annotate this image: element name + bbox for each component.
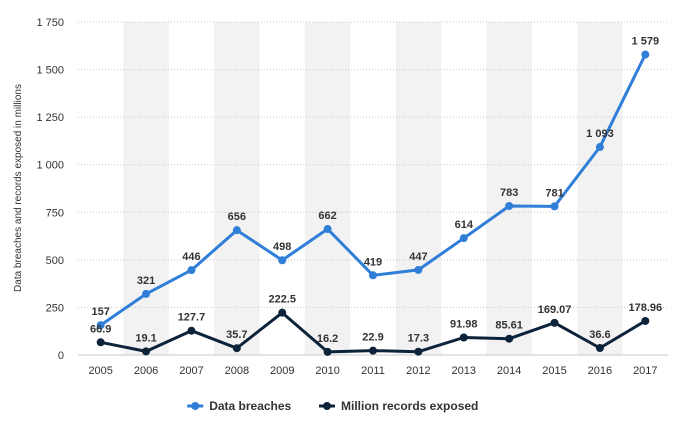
x-tick-label: 2014 [497, 365, 521, 377]
data-point[interactable] [142, 347, 151, 356]
data-point[interactable] [96, 321, 105, 330]
data-label: 127.7 [178, 312, 206, 324]
data-point[interactable] [278, 256, 287, 265]
data-label: 662 [318, 210, 336, 222]
data-point[interactable] [595, 143, 604, 152]
data-point[interactable] [595, 344, 604, 353]
data-point[interactable] [187, 266, 196, 275]
data-point[interactable] [187, 326, 196, 335]
data-point[interactable] [323, 225, 332, 234]
column-band [486, 22, 532, 355]
data-label: 419 [364, 256, 382, 268]
data-point[interactable] [369, 271, 377, 280]
y-tick-label: 250 [46, 302, 64, 314]
x-tick-label: 2009 [270, 365, 294, 377]
series-group [96, 50, 650, 356]
data-point[interactable] [459, 333, 468, 342]
y-tick-label: 1 250 [36, 112, 64, 124]
column-band [395, 22, 442, 355]
y-tick-label: 1 500 [36, 65, 64, 77]
data-label: 321 [137, 275, 155, 287]
legend-item-label[interactable]: Data breaches [209, 399, 291, 413]
data-point[interactable] [232, 344, 241, 353]
data-point[interactable] [505, 202, 514, 211]
data-label: 22.9 [362, 332, 383, 344]
x-tick-label: 2015 [542, 365, 566, 377]
x-tick-label: 2006 [134, 365, 158, 377]
x-axis-ticks: 2005 2006 2007 2008 2009 2010 2011 2012 2013 2014… [88, 365, 657, 377]
data-labels: 157 321 446 656 498 662 419 447 614 783 781 1 093 1 … [90, 36, 662, 345]
x-tick-label: 2017 [633, 365, 657, 377]
y-axis-label: Data breaches and records exposed in mil… [13, 84, 24, 292]
grid-lines [78, 21, 668, 356]
x-tick-label: 2013 [452, 365, 476, 377]
data-point[interactable] [323, 347, 332, 356]
legend-item-label[interactable]: Million records exposed [341, 399, 478, 413]
data-label: 16.2 [317, 333, 338, 345]
data-point[interactable] [641, 50, 650, 59]
data-label: 19.1 [135, 332, 156, 344]
y-tick-label: 1 750 [36, 17, 64, 29]
x-tick-label: 2008 [225, 365, 249, 377]
data-label: 178.96 [628, 302, 662, 314]
data-label: 656 [228, 211, 246, 223]
data-label: 17.3 [408, 333, 429, 345]
x-tick-label: 2011 [361, 365, 385, 377]
data-label: 783 [500, 187, 518, 199]
data-point[interactable] [142, 289, 151, 298]
data-point[interactable] [550, 202, 559, 211]
data-point[interactable] [369, 346, 377, 355]
data-label: 157 [92, 306, 110, 318]
data-point[interactable] [641, 316, 650, 325]
data-point[interactable] [550, 318, 559, 327]
data-label: 781 [545, 187, 563, 199]
x-tick-label: 2005 [88, 365, 112, 377]
legend: Data breaches Million records exposed [187, 399, 478, 413]
column-band [577, 22, 623, 355]
data-label: 1 093 [586, 128, 614, 140]
data-point[interactable] [96, 338, 105, 347]
x-tick-label: 2012 [406, 365, 430, 377]
data-label: 1 579 [632, 36, 660, 48]
data-label: 498 [273, 241, 291, 253]
data-label: 446 [182, 251, 200, 263]
data-point[interactable] [414, 347, 423, 356]
data-label: 614 [455, 219, 474, 231]
x-tick-label: 2007 [179, 365, 203, 377]
y-tick-label: 750 [46, 207, 64, 219]
data-label: 222.5 [268, 294, 296, 306]
data-point[interactable] [505, 334, 514, 343]
data-point[interactable] [414, 265, 423, 274]
data-point[interactable] [232, 226, 241, 235]
x-tick-label: 2016 [588, 365, 612, 377]
data-label: 447 [409, 251, 427, 263]
y-tick-label: 500 [46, 255, 64, 267]
data-point[interactable] [459, 234, 468, 243]
column-bands [123, 22, 623, 355]
column-band [123, 22, 169, 355]
y-tick-label: 1 000 [36, 160, 64, 172]
x-tick-label: 2010 [315, 365, 339, 377]
data-label: 36.6 [589, 329, 610, 341]
data-label: 85.61 [495, 320, 523, 332]
y-axis-ticks: 0 250 500 750 1 000 1 250 1 500 1 750 [36, 17, 64, 362]
column-band [214, 22, 260, 355]
data-label: 35.7 [226, 329, 247, 341]
legend-marker [191, 402, 200, 410]
legend-marker [323, 402, 331, 410]
column-band [304, 22, 351, 355]
data-point[interactable] [278, 308, 287, 317]
y-tick-label: 0 [58, 350, 64, 362]
data-label: 66.9 [90, 323, 111, 335]
data-label: 169.07 [538, 304, 572, 316]
data-label: 91.98 [450, 318, 478, 330]
